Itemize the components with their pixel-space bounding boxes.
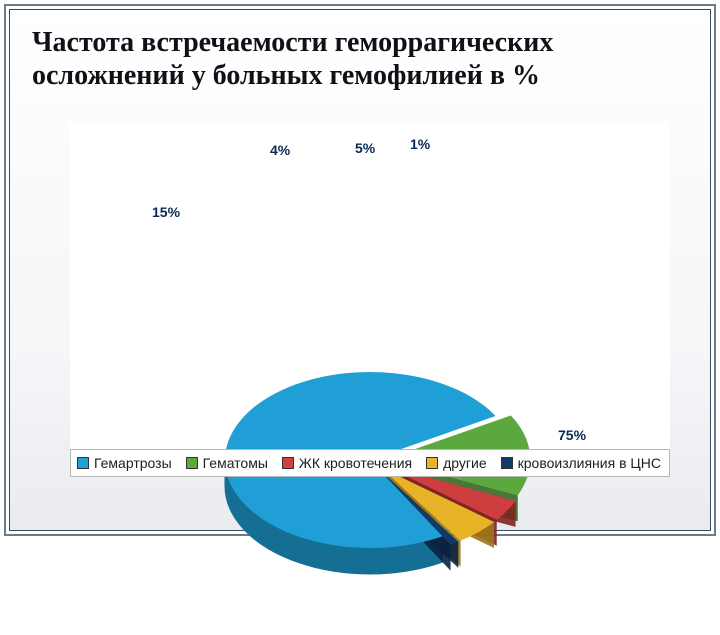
legend-label: Гематомы [203,455,268,471]
pct-label: 15% [152,204,180,220]
legend-swatch [501,457,513,469]
legend-item: Гематомы [186,455,268,471]
legend-swatch [282,457,294,469]
legend-swatch [77,457,89,469]
slide-title: Частота встречаемости геморрагических ос… [10,10,710,100]
legend-swatch [186,457,198,469]
chart-area: 75% 15% 4% 5% 1% Гемартрозы Гематомы ЖК кровот… [70,122,670,477]
pct-label: 75% [558,427,586,443]
legend: Гемартрозы Гематомы ЖК кровотечения другие к… [70,449,670,477]
legend-item: кровоизлияния в ЦНС [501,455,661,471]
pct-label: 4% [270,142,290,158]
legend-swatch [426,457,438,469]
legend-item: Гемартрозы [77,455,172,471]
outer-frame: Частота встречаемости геморрагических ос… [4,4,716,536]
pct-label: 5% [355,140,375,156]
legend-label: ЖК кровотечения [299,455,412,471]
pct-label: 1% [410,136,430,152]
legend-item: ЖК кровотечения [282,455,412,471]
legend-label: Гемартрозы [94,455,172,471]
legend-label: другие [443,455,487,471]
legend-label: кровоизлияния в ЦНС [518,455,661,471]
inner-frame: Частота встречаемости геморрагических ос… [9,9,711,531]
legend-item: другие [426,455,487,471]
